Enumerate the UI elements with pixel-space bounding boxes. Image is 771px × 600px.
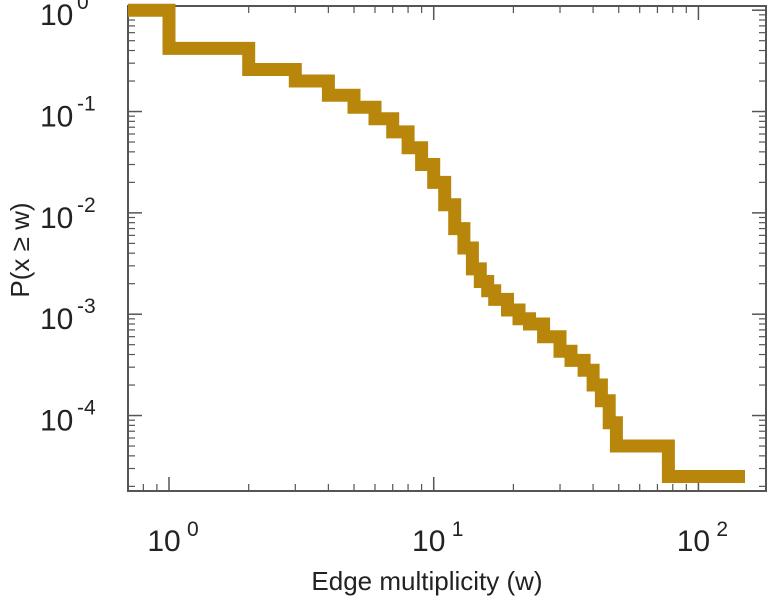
- plot-frame: [127, 5, 767, 492]
- y-tick-label: 10: [40, 303, 73, 336]
- y-tick-exponent: 0: [77, 0, 89, 14]
- y-tick-exponent: -1: [77, 93, 96, 116]
- y-tick-label: 10: [40, 405, 73, 438]
- y-axis-title: P(x ≥ w): [5, 202, 35, 297]
- x-axis-title: Edge multiplicity (w): [311, 566, 542, 596]
- y-tick-exponent: -2: [77, 194, 96, 217]
- x-tick-exponent: 0: [187, 518, 199, 541]
- x-tick-labels: 10 0 10 1 10 2: [147, 518, 728, 558]
- x-tick-exponent: 2: [716, 518, 728, 541]
- x-tick-label: 10: [147, 525, 180, 558]
- ccdf-step-line: [128, 3, 745, 483]
- y-tick-label: 10: [40, 0, 73, 32]
- x-tick-label: 10: [412, 525, 445, 558]
- y-minor-ticks: [128, 14, 766, 487]
- x-tick-label: 10: [677, 525, 710, 558]
- y-major-ticks: [128, 9, 766, 417]
- y-tick-label: 10: [40, 101, 73, 134]
- y-tick-exponent: -3: [77, 295, 96, 318]
- x-tick-exponent: 1: [452, 518, 464, 541]
- y-tick-exponent: -4: [77, 397, 96, 420]
- y-tick-label: 10: [40, 202, 73, 235]
